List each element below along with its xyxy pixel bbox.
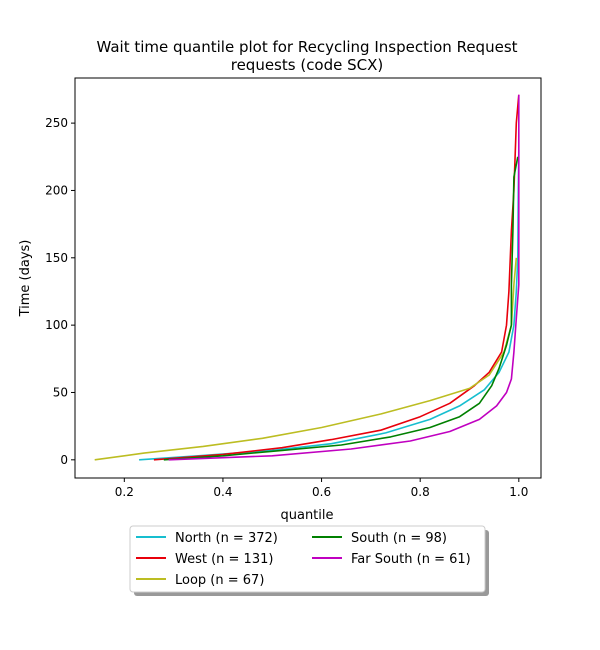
series-line-west xyxy=(153,94,520,461)
series-line-far-south xyxy=(168,94,520,461)
chart-title-line-2: requests (code SCX) xyxy=(231,56,384,74)
y-axis-label: Time (days) xyxy=(18,240,33,318)
legend-label-north: North (n = 372) xyxy=(175,531,278,546)
y-tick-label: 100 xyxy=(45,318,68,332)
x-tick-label: 0.8 xyxy=(411,485,430,499)
legend-label-loop: Loop (n = 67) xyxy=(175,573,264,588)
x-tick-label: 0.2 xyxy=(115,485,134,499)
legend-items: North (n = 372) West (n = 131) Loop (n = 6… xyxy=(136,531,471,588)
y-tick-label: 50 xyxy=(53,385,68,399)
chart-title-line-1: Wait time quantile plot for Recycling In… xyxy=(96,38,517,56)
legend-label-west: West (n = 131) xyxy=(175,552,273,567)
y-tick-label: 250 xyxy=(45,116,68,130)
series-line-north xyxy=(139,150,520,461)
plot-lines xyxy=(94,94,520,461)
x-tick-label: 0.6 xyxy=(312,485,331,499)
x-axis-label: quantile xyxy=(280,508,333,523)
y-tick-label: 0 xyxy=(60,453,68,467)
y-tick-label: 200 xyxy=(45,183,68,197)
x-tick-label: 0.4 xyxy=(213,485,232,499)
legend: North (n = 372) West (n = 131) Loop (n = 6… xyxy=(129,525,489,596)
y-axis-ticks: 0 50 100 150 200 250 xyxy=(45,116,75,467)
x-axis-ticks: 0.2 0.4 0.6 0.8 1.0 xyxy=(115,478,528,499)
plot-frame xyxy=(74,77,542,479)
y-tick-label: 150 xyxy=(45,251,68,265)
series-line-south xyxy=(163,156,519,461)
legend-box xyxy=(129,525,486,593)
legend-label-far-south: Far South (n = 61) xyxy=(351,552,471,567)
legend-label-south: South (n = 98) xyxy=(351,531,447,546)
x-tick-label: 1.0 xyxy=(509,485,528,499)
